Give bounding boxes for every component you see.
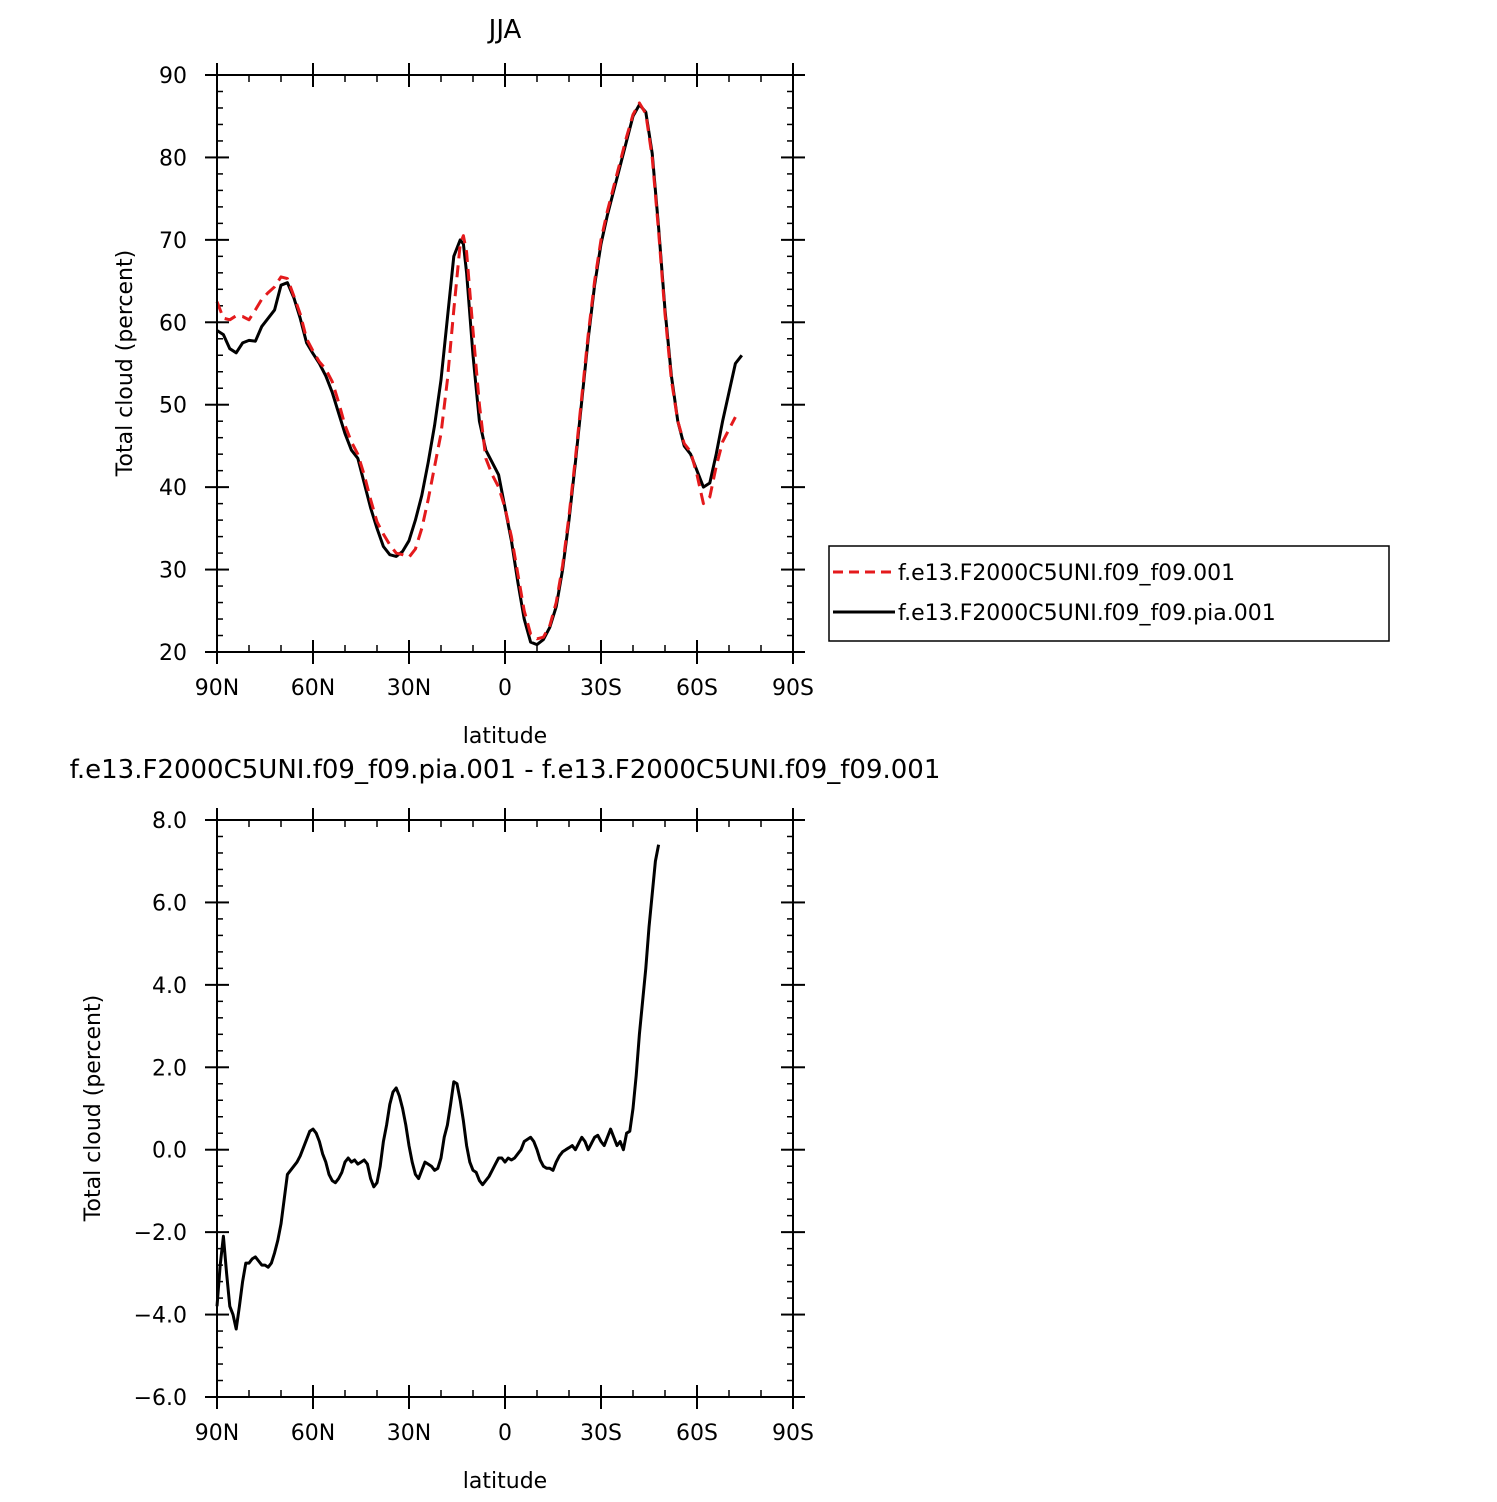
bottom-y-tick-label: 4.0 <box>152 974 187 999</box>
legend-entry-1: f.e13.F2000C5UNI.f09_f09.001 <box>898 561 1235 586</box>
bottom-chart-title: f.e13.F2000C5UNI.f09_f09.pia.001 - f.e13… <box>70 755 941 785</box>
bottom-y-tick-label: −4.0 <box>134 1304 187 1329</box>
top-y-tick-label: 80 <box>159 146 187 171</box>
bottom-axis-ticks: 90N 60N 30N 0 30S 60S 90S −6.0 −4.0 −2.0 0.0 2.0 4.0… <box>134 808 814 1446</box>
bottom-x-axis-label: latitude <box>463 1469 547 1494</box>
bottom-x-tick-label: 30N <box>387 1421 431 1446</box>
bottom-y-tick-label: 0.0 <box>152 1139 187 1164</box>
top-x-tick-label: 60S <box>676 676 718 701</box>
top-y-tick-label: 90 <box>159 64 187 89</box>
top-y-tick-label: 40 <box>159 476 187 501</box>
bottom-panel: f.e13.F2000C5UNI.f09_f09.pia.001 - f.e13… <box>70 755 941 1494</box>
top-y-tick-label: 50 <box>159 394 187 419</box>
bottom-y-tick-label: 6.0 <box>152 891 187 916</box>
bottom-series-line-1 <box>215 844 661 1331</box>
top-y-tick-label: 20 <box>159 641 187 666</box>
top-series-group <box>215 101 743 647</box>
top-y-tick-label: 30 <box>159 559 187 584</box>
top-x-tick-label: 30N <box>387 676 431 701</box>
top-x-tick-label: 30S <box>580 676 622 701</box>
bottom-x-tick-label: 90N <box>195 1421 239 1446</box>
top-plot-frame <box>216 74 794 653</box>
top-panel: JJA 90N 60N 30N 0 30S 60S 90S2030405060708090 … <box>113 15 1390 749</box>
bottom-x-tick-label: 0 <box>498 1421 512 1446</box>
bottom-series-group <box>215 844 661 1331</box>
top-y-axis-label: Total cloud (percent) <box>113 250 138 477</box>
bottom-y-tick-label: −2.0 <box>134 1221 187 1246</box>
top-series-line-1 <box>215 101 737 641</box>
top-legend: f.e13.F2000C5UNI.f09_f09.001 f.e13.F2000… <box>828 545 1390 642</box>
top-x-tick-label: 60N <box>291 676 335 701</box>
top-chart-title: JJA <box>487 15 522 45</box>
legend-box <box>828 545 1390 642</box>
top-series-line-2 <box>216 103 743 647</box>
bottom-x-tick-label: 30S <box>580 1421 622 1446</box>
bottom-x-tick-label: 90S <box>772 1421 814 1446</box>
bottom-y-tick-label: 8.0 <box>152 809 187 834</box>
top-y-tick-label: 70 <box>159 229 187 254</box>
top-x-tick-label: 90N <box>195 676 239 701</box>
top-x-tick-label: 0 <box>498 676 512 701</box>
bottom-y-tick-label: 2.0 <box>152 1056 187 1081</box>
bottom-y-axis-label: Total cloud (percent) <box>81 995 106 1222</box>
legend-entry-2: f.e13.F2000C5UNI.f09_f09.pia.001 <box>898 601 1276 626</box>
top-axis-ticks: 90N 60N 30N 0 30S 60S 90S 20 30 40 50 60 70 80 90 <box>159 63 814 701</box>
bottom-plot-frame <box>216 819 794 1398</box>
bottom-x-tick-label: 60N <box>291 1421 335 1446</box>
top-y-tick-label: 60 <box>159 311 187 336</box>
top-x-axis-label: latitude <box>463 724 547 749</box>
bottom-y-tick-label: −6.0 <box>134 1386 187 1411</box>
bottom-x-tick-label: 60S <box>676 1421 718 1446</box>
top-x-tick-label: 90S <box>772 676 814 701</box>
